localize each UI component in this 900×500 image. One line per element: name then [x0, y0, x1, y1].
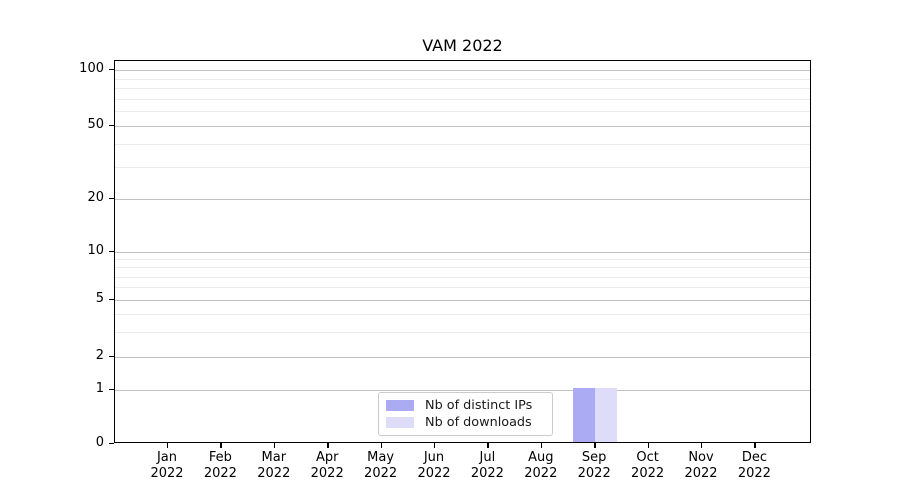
major-gridline: [115, 357, 810, 358]
x-tick-year: 2022: [417, 466, 451, 481]
y-tick-mark: [109, 251, 114, 253]
x-tick-label: Feb 2022: [189, 450, 251, 482]
y-tick-label: 5: [95, 291, 104, 306]
x-tick-month: Feb: [208, 450, 232, 465]
y-tick-label: 0: [95, 435, 104, 450]
minor-gridline: [115, 287, 810, 289]
x-tick-month: Jun: [423, 450, 445, 465]
x-tick-year: 2022: [310, 466, 344, 481]
y-tick-mark: [109, 125, 114, 127]
minor-gridline: [115, 276, 810, 278]
major-gridline: [115, 252, 810, 253]
y-tick-mark: [109, 198, 114, 200]
y-tick-mark: [109, 69, 114, 71]
x-tick-month: Apr: [315, 450, 339, 465]
y-tick-label: 50: [87, 117, 104, 132]
major-gridline: [115, 70, 810, 71]
x-tick-label: May 2022: [350, 450, 412, 482]
x-tick-label: Apr 2022: [296, 450, 358, 482]
x-tick-mark: [701, 443, 703, 448]
y-tick-label: 100: [79, 61, 104, 76]
minor-gridline: [115, 267, 810, 269]
x-tick-month: Oct: [636, 450, 659, 465]
minor-gridline: [115, 313, 810, 315]
x-tick-month: May: [367, 450, 395, 465]
legend-swatch: [386, 399, 414, 411]
x-tick-mark: [647, 443, 649, 448]
x-tick-label: Dec 2022: [723, 450, 785, 482]
minor-gridline: [115, 88, 810, 89]
x-tick-year: 2022: [631, 466, 665, 481]
x-tick-label: Aug 2022: [510, 450, 572, 482]
x-tick-month: Jul: [479, 450, 496, 465]
x-tick-label: Jul 2022: [456, 450, 518, 482]
minor-gridline: [115, 331, 810, 333]
y-tick-mark: [109, 443, 114, 445]
y-tick-label: 1: [95, 380, 104, 396]
y-tick-mark: [109, 356, 114, 358]
x-tick-month: Nov: [688, 450, 714, 465]
x-tick-month: Dec: [741, 450, 767, 465]
minor-gridline: [115, 259, 810, 261]
y-tick-mark: [109, 299, 114, 301]
minor-gridline: [115, 143, 810, 145]
major-gridline: [115, 199, 810, 200]
x-tick-year: 2022: [364, 466, 398, 481]
x-tick-year: 2022: [737, 466, 771, 481]
y-tick-label: 2: [95, 348, 104, 363]
y-tick-label: 20: [87, 190, 104, 205]
x-tick-year: 2022: [577, 466, 611, 481]
y-tick-mark: [109, 388, 114, 390]
x-tick-mark: [220, 443, 222, 448]
minor-gridline: [115, 166, 810, 168]
major-gridline: [115, 389, 810, 391]
chart-title: VAM 2022: [422, 36, 503, 55]
x-tick-year: 2022: [684, 466, 718, 481]
bar-nb-of-downloads: [595, 387, 618, 442]
legend: Nb of distinct IPs Nb of downloads: [378, 392, 553, 436]
plot-area: [114, 60, 811, 443]
bar-nb-of-distinct-ips: [573, 387, 596, 442]
x-tick-label: Mar 2022: [243, 450, 305, 482]
legend-label: Nb of distinct IPs: [425, 397, 533, 413]
x-tick-year: 2022: [524, 466, 558, 481]
x-tick-mark: [327, 443, 329, 448]
x-tick-month: Sep: [581, 450, 607, 465]
x-tick-label: Jan 2022: [136, 450, 198, 482]
x-tick-mark: [594, 443, 596, 448]
minor-gridline: [115, 98, 810, 100]
major-gridline: [115, 126, 810, 127]
x-tick-mark: [540, 443, 543, 448]
major-gridline: [115, 300, 810, 301]
legend-swatch: [386, 417, 414, 429]
y-tick-label: 10: [87, 243, 104, 258]
x-tick-mark: [754, 443, 756, 448]
x-tick-month: Mar: [261, 450, 287, 465]
x-tick-label: Oct 2022: [617, 450, 679, 482]
x-tick-label: Nov 2022: [670, 450, 732, 482]
x-tick-mark: [273, 443, 276, 448]
x-tick-label: Jun 2022: [403, 450, 465, 482]
x-tick-mark: [380, 443, 382, 448]
minor-gridline: [115, 78, 810, 80]
legend-entry: Nb of distinct IPs: [386, 398, 545, 413]
x-tick-year: 2022: [257, 466, 291, 481]
legend-label: Nb of downloads: [425, 415, 532, 431]
x-tick-month: Aug: [528, 450, 554, 465]
x-tick-month: Jan: [156, 450, 178, 465]
x-tick-label: Sep 2022: [563, 450, 625, 482]
x-tick-year: 2022: [150, 466, 184, 481]
legend-entry: Nb of downloads: [386, 415, 545, 430]
minor-gridline: [115, 111, 810, 113]
x-tick-mark: [487, 443, 489, 448]
x-tick-year: 2022: [470, 466, 504, 481]
x-tick-mark: [434, 443, 436, 448]
x-tick-mark: [167, 443, 169, 448]
x-tick-year: 2022: [203, 466, 237, 481]
